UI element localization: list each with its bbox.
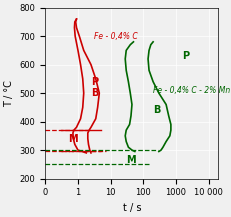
Text: Fe - 0,4% C: Fe - 0,4% C: [93, 32, 137, 41]
Y-axis label: T / °C: T / °C: [4, 80, 14, 107]
Text: M: M: [126, 155, 135, 165]
Text: B: B: [152, 105, 160, 115]
Text: P: P: [91, 77, 98, 87]
Text: M: M: [68, 133, 77, 143]
Text: P: P: [181, 51, 188, 61]
Text: B: B: [91, 88, 98, 98]
X-axis label: t / s: t / s: [122, 203, 140, 213]
Text: Fe - 0,4% C - 2% Mn: Fe - 0,4% C - 2% Mn: [152, 86, 229, 95]
